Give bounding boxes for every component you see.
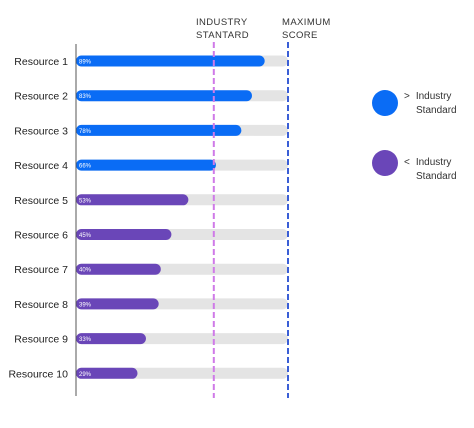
legend-above-line2: Standard <box>416 105 457 116</box>
bar <box>76 298 159 310</box>
bar-value-label: 45% <box>79 233 92 239</box>
maximum-header-line2: SCORE <box>282 30 318 41</box>
maximum-header-line1: MAXIMUM <box>282 17 331 28</box>
category-label: Resource 5 <box>14 195 68 207</box>
bar-value-label: 40% <box>79 268 92 274</box>
industry-standard-header: INDUSTRY STANTARD <box>196 16 249 42</box>
bar-value-label: 33% <box>79 337 92 343</box>
bar <box>76 124 242 136</box>
legend-above-marker <box>372 90 398 116</box>
legend-below-industry: < Industry Standard <box>372 150 457 184</box>
category-label: Resource 8 <box>14 299 68 311</box>
category-label: Resource 10 <box>8 368 68 380</box>
maximum-score-header: MAXIMUM SCORE <box>282 16 331 42</box>
bar <box>76 159 216 171</box>
bar-value-label: 83% <box>79 94 92 100</box>
legend-below-line2: Standard <box>416 171 457 182</box>
bar <box>76 263 161 275</box>
category-label: Resource 1 <box>14 56 68 68</box>
bar-value-label: 66% <box>79 164 92 170</box>
bar <box>76 194 189 206</box>
bar-value-label: 89% <box>79 60 92 66</box>
legend-above-industry: > Industry Standard <box>372 90 457 118</box>
legend-below-marker <box>372 150 398 176</box>
legend-above-line1: Industry <box>415 91 452 102</box>
category-label: Resource 9 <box>14 334 68 346</box>
industry-header-line2: STANTARD <box>196 30 249 41</box>
bar-value-label: 53% <box>79 198 92 204</box>
bar <box>76 333 146 345</box>
bar <box>76 90 252 102</box>
legend-below-line1: Industry <box>415 157 452 168</box>
bar <box>76 229 172 240</box>
bar <box>76 367 138 379</box>
legend-above-symbol: > <box>404 91 410 102</box>
bar-value-label: 29% <box>79 372 92 378</box>
bar-value-label: 39% <box>79 302 92 308</box>
category-label: Resource 6 <box>14 230 68 242</box>
legend-above-label: > Industry Standard <box>404 90 457 118</box>
category-label: Resource 4 <box>14 160 68 172</box>
category-label: Resource 3 <box>14 125 68 137</box>
legend-below-label: < Industry Standard <box>404 156 457 184</box>
category-label: Resource 7 <box>14 264 68 276</box>
category-label: Resource 2 <box>14 91 68 103</box>
industry-header-line1: INDUSTRY <box>196 17 248 28</box>
legend-below-symbol: < <box>404 157 410 168</box>
bar <box>76 55 265 67</box>
bar-value-label: 78% <box>79 129 92 135</box>
